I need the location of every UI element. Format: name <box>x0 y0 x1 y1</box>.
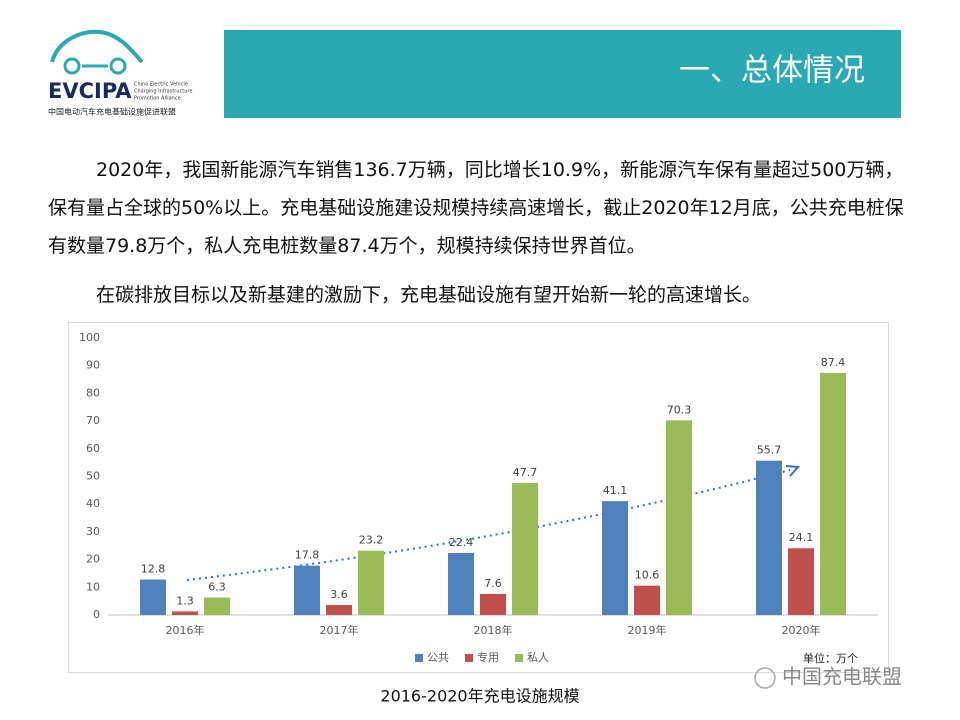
data-label: 3.6 <box>330 588 348 601</box>
legend-label: 专用 <box>477 650 499 664</box>
x-tick-label: 2020年 <box>782 623 821 637</box>
unit-label: 单位：万个 <box>803 651 858 665</box>
data-label: 10.6 <box>635 569 660 582</box>
data-label: 22.4 <box>449 536 474 549</box>
bar <box>294 565 320 615</box>
wechat-icon <box>754 667 776 689</box>
watermark: 中国充电联盟 <box>782 665 902 689</box>
data-label: 23.2 <box>359 534 384 547</box>
data-label: 17.8 <box>295 549 320 562</box>
y-tick-label: 10 <box>86 580 100 593</box>
bar <box>788 548 814 615</box>
logo-wheel <box>109 57 127 75</box>
logo-wheel <box>63 57 81 75</box>
data-label: 70.3 <box>667 403 692 416</box>
data-label: 55.7 <box>757 444 782 457</box>
bar <box>204 597 230 615</box>
bar <box>666 420 692 615</box>
data-label: 41.1 <box>603 484 628 497</box>
y-tick-label: 80 <box>86 386 100 399</box>
bar <box>602 501 628 615</box>
bar <box>756 460 782 615</box>
paragraph: 在碳排放目标以及新基建的激励下，充电基础设施有望开始新一轮的高速增长。 <box>96 284 762 306</box>
logo-english: Charging Infrastructure <box>134 89 192 95</box>
y-tick-label: 40 <box>86 497 100 510</box>
logo-english: China Electric Vehicle <box>134 82 188 88</box>
legend-label: 公共 <box>427 651 449 664</box>
data-label: 12.8 <box>141 563 166 576</box>
bar <box>480 593 506 615</box>
data-label: 87.4 <box>821 356 846 369</box>
trend-arrow <box>785 465 801 477</box>
bar <box>820 372 846 615</box>
header-bar <box>224 30 901 118</box>
logo-english: Promotion Alliance <box>134 96 181 102</box>
y-tick-label: 60 <box>86 442 100 455</box>
y-tick-label: 50 <box>86 470 100 483</box>
logo-name: EVCIPA <box>48 79 132 103</box>
data-label: 24.1 <box>789 531 814 544</box>
x-tick-label: 2017年 <box>320 623 359 637</box>
data-label: 47.7 <box>513 466 538 479</box>
trend-line <box>186 469 791 581</box>
bar <box>634 585 660 615</box>
bar <box>448 552 474 615</box>
bar <box>512 482 538 615</box>
legend-label: 私人 <box>527 651 549 664</box>
y-tick-label: 0 <box>93 608 100 621</box>
y-tick-label: 70 <box>86 414 100 427</box>
data-label: 1.3 <box>176 594 194 607</box>
data-label: 7.6 <box>484 577 502 590</box>
x-tick-label: 2018年 <box>474 623 513 637</box>
x-tick-label: 2019年 <box>628 623 667 637</box>
y-tick-label: 20 <box>86 553 100 566</box>
bar <box>140 579 166 615</box>
paragraph: 2020年，我国新能源汽车销售136.7万辆，同比增长10.9%，新能源汽车保有… <box>48 159 904 257</box>
legend-swatch <box>515 654 523 662</box>
header-title: 一、总体情况 <box>679 53 865 89</box>
logo-car <box>50 29 144 64</box>
data-label: 6.3 <box>208 581 226 594</box>
logo: EVCIPA China Electric Vehicle Charging I… <box>48 29 192 117</box>
bar <box>172 611 198 615</box>
legend-swatch <box>415 654 423 662</box>
y-tick-label: 100 <box>79 331 100 344</box>
legend-swatch <box>465 654 473 662</box>
bar <box>326 605 352 615</box>
caption: 2016-2020年充电设施规模 <box>380 687 579 706</box>
x-tick-label: 2016年 <box>166 623 205 637</box>
y-tick-label: 90 <box>86 359 100 372</box>
logo-chinese: 中国电动汽车充电基础设施促进联盟 <box>48 107 176 117</box>
bar <box>358 550 384 615</box>
y-tick-label: 30 <box>86 525 100 538</box>
